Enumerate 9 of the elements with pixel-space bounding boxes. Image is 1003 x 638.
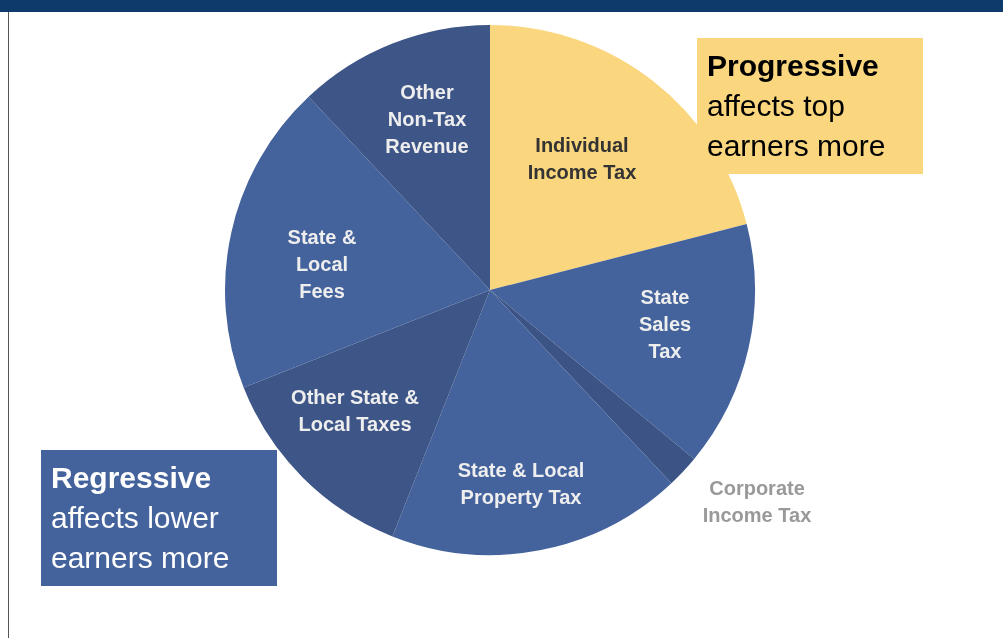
- slice-label: Individual Income Tax: [527, 134, 637, 184]
- slice-label: State & Local Property Tax: [457, 459, 585, 509]
- slice-label: Other Non-Tax Revenue: [385, 80, 469, 157]
- slice-label: Corporate Income Tax: [702, 477, 812, 527]
- slice-label: Other State & Local Taxes: [291, 386, 419, 436]
- slice-label: State Sales Tax: [638, 285, 692, 362]
- text: Regressive affects lower earners more: [51, 461, 230, 574]
- slice-label: State & Local Fees: [287, 225, 357, 302]
- text: Progressive affects top earners more: [707, 49, 886, 162]
